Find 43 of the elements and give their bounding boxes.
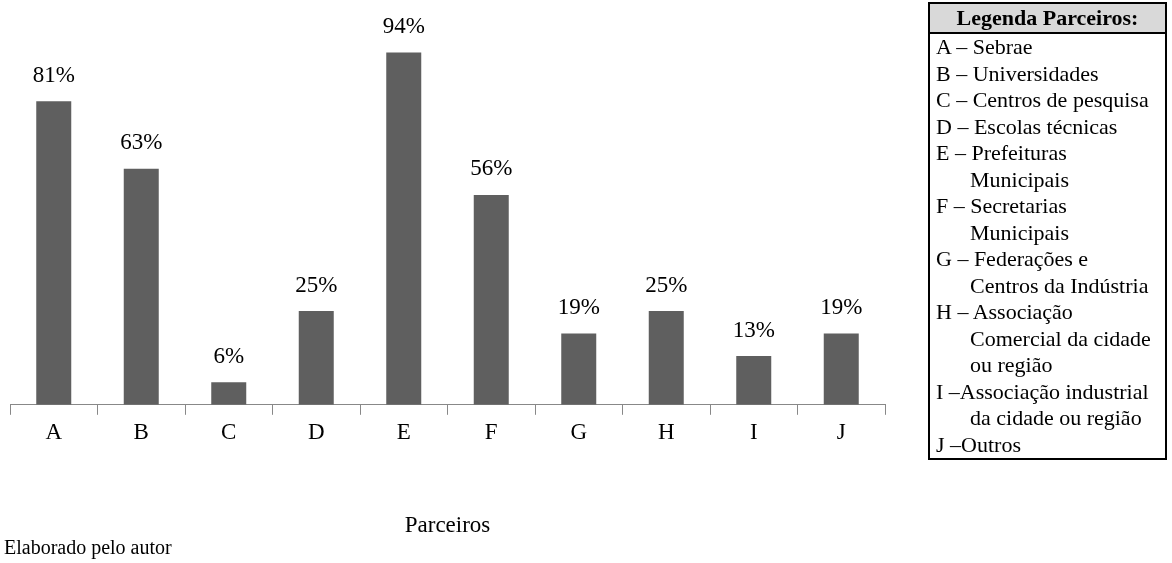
x-axis-title: Parceiros xyxy=(404,512,491,538)
data-label: 19% xyxy=(820,294,863,320)
data-label: 25% xyxy=(295,271,338,297)
data-label: 94% xyxy=(382,13,425,39)
x-tick-label: B xyxy=(133,418,149,444)
data-label: 81% xyxy=(32,61,75,87)
text: Elaborado pelo autor xyxy=(4,536,172,559)
text: B – Universidades xyxy=(936,60,1100,87)
bar xyxy=(36,101,72,405)
text: D – Escolas técnicas xyxy=(936,113,1119,140)
bar xyxy=(473,194,509,405)
x-tick-label: D xyxy=(307,418,325,444)
bar xyxy=(736,356,772,405)
data-label: 13% xyxy=(732,316,775,342)
x-tick-label: G xyxy=(570,418,588,444)
bar xyxy=(823,333,859,405)
x-tick-label: E xyxy=(396,418,411,444)
text: J –Outros xyxy=(936,431,1022,458)
data-label: 25% xyxy=(645,271,688,297)
text: A – Sebrae xyxy=(936,34,1034,61)
data-label: 6% xyxy=(213,342,245,368)
bar xyxy=(211,382,247,405)
text: Legenda Parceiros: xyxy=(930,4,1165,34)
data-label: 63% xyxy=(120,129,163,155)
x-tick-label: F xyxy=(484,418,498,444)
text: I –Associação industrial da cidade ou região xyxy=(936,378,1150,432)
bar xyxy=(561,333,597,405)
text: G – Federações e Centros da Indústria xyxy=(936,246,1150,299)
text: F – Secretarias Municipais xyxy=(936,193,1070,246)
text: E – Prefeituras Municipais xyxy=(936,140,1070,193)
x-tick-label: H xyxy=(657,418,675,444)
data-label: 56% xyxy=(470,155,513,181)
x-tick-label: C xyxy=(221,418,237,444)
bar xyxy=(298,311,334,405)
bar xyxy=(648,311,684,405)
x-tick-label: I xyxy=(749,418,758,444)
data-label: 19% xyxy=(557,294,600,320)
x-tick-label: A xyxy=(45,418,63,444)
bar xyxy=(123,168,159,405)
bar xyxy=(386,52,422,405)
text: C – Centros de pesquisa xyxy=(936,87,1150,114)
text: H – Associação Comercial da cidade ou região xyxy=(936,299,1152,379)
x-tick-label: J xyxy=(836,418,846,444)
